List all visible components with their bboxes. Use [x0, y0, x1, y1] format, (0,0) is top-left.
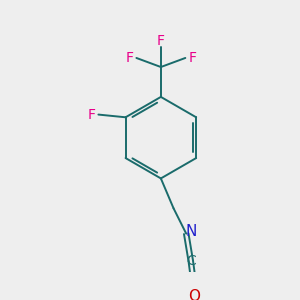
Text: F: F: [87, 108, 95, 122]
Text: F: F: [157, 34, 165, 48]
Text: C: C: [186, 254, 196, 268]
Text: F: F: [125, 51, 133, 65]
Text: O: O: [188, 289, 200, 300]
Text: F: F: [189, 51, 196, 65]
Text: N: N: [186, 224, 197, 239]
